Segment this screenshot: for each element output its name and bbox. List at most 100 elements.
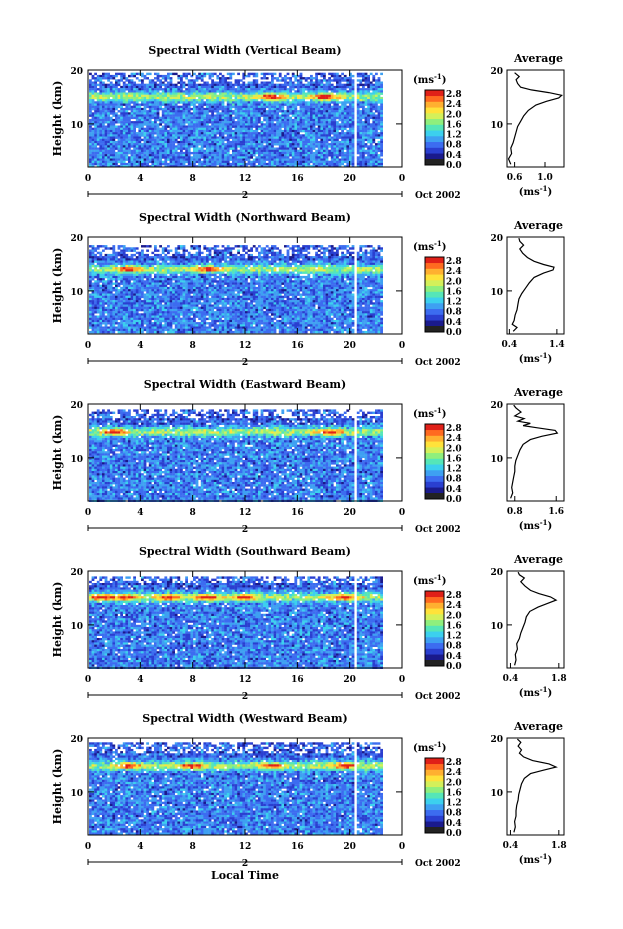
heatmap-cell xyxy=(141,116,144,120)
heatmap-cell xyxy=(185,160,188,164)
heatmap-cell xyxy=(237,114,240,117)
heatmap-cell xyxy=(325,156,329,159)
heatmap-cell xyxy=(102,154,105,157)
heatmap-cell xyxy=(172,162,175,166)
heatmap-cell xyxy=(377,140,381,144)
heatmap-cell xyxy=(206,72,209,76)
heatmap-cell xyxy=(104,282,108,285)
heatmap-cell xyxy=(351,156,355,159)
heatmap-cell xyxy=(112,326,116,329)
heatmap-cell xyxy=(265,92,269,95)
heatmap-cell xyxy=(349,72,352,76)
heatmap-cell xyxy=(99,81,103,84)
heatmap-cell xyxy=(247,147,251,150)
heatmap-cell xyxy=(242,160,246,164)
heatmap-cell xyxy=(273,138,277,142)
heatmap-cell xyxy=(128,88,131,91)
heatmap-cell xyxy=(122,127,126,131)
heatmap-cell xyxy=(356,147,360,150)
heatmap-cell xyxy=(135,140,139,144)
heatmap-cell xyxy=(167,99,170,102)
heatmap-cell xyxy=(104,295,108,299)
heatmap-cell xyxy=(320,127,324,131)
heatmap-cell xyxy=(167,134,170,137)
heatmap-cell xyxy=(125,114,129,117)
heatmap-cell xyxy=(338,74,342,78)
heatmap-cell xyxy=(304,158,308,161)
heatmap-cell xyxy=(349,92,352,95)
heatmap-cell xyxy=(260,154,264,157)
heatmap-cell xyxy=(115,280,118,283)
heatmap-cell xyxy=(122,295,126,299)
heatmap-cell xyxy=(346,134,350,137)
heatmap-cell xyxy=(125,149,129,153)
heatmap-cell xyxy=(169,143,173,146)
heatmap-cell xyxy=(200,134,204,137)
heatmap-cell xyxy=(159,118,162,122)
heatmap-cell xyxy=(372,151,376,155)
heatmap-cell xyxy=(187,110,191,113)
heatmap-cell xyxy=(312,165,316,168)
heatmap-cell xyxy=(187,90,191,93)
heatmap-cell xyxy=(193,79,196,82)
heatmap-cell xyxy=(268,112,272,115)
heatmap-cell xyxy=(169,99,173,102)
heatmap-cell xyxy=(156,83,160,87)
heatmap-cell xyxy=(281,110,285,113)
heatmap-cell xyxy=(237,99,240,102)
heatmap-cell xyxy=(359,116,363,120)
heatmap-cell xyxy=(89,105,92,109)
heatmap-cell xyxy=(349,83,352,87)
heatmap-cell xyxy=(107,260,110,263)
heatmap-cell xyxy=(260,90,264,93)
average-x-label: (ms-1) xyxy=(519,184,552,198)
heatmap-cell xyxy=(164,85,168,89)
heatmap-cell xyxy=(146,85,149,89)
heatmap-cell xyxy=(216,101,220,104)
heatmap-cell xyxy=(89,311,92,314)
heatmap-cell xyxy=(362,127,365,131)
heatmap-cell xyxy=(346,151,350,155)
heatmap-cell xyxy=(174,156,178,159)
heatmap-cell xyxy=(107,94,110,98)
heatmap-cell xyxy=(299,112,303,115)
heatmap-cell xyxy=(320,158,324,161)
heatmap-cell xyxy=(286,136,290,139)
heatmap-cell xyxy=(213,129,217,133)
colorbar: (ms-1)2.82.42.01.61.20.80.40.0 xyxy=(413,72,462,171)
heatmap-cell xyxy=(195,92,199,95)
heatmap-cell xyxy=(336,127,339,131)
heatmap-cell xyxy=(252,125,256,128)
heatmap-cell xyxy=(125,136,129,139)
heatmap-cell xyxy=(203,112,207,115)
heatmap-cell xyxy=(112,328,116,332)
heatmap-cell xyxy=(367,105,370,109)
heatmap-cell xyxy=(375,96,378,100)
heatmap-cell xyxy=(252,114,256,117)
heatmap-cell xyxy=(219,94,222,98)
heatmap-cell xyxy=(304,165,308,168)
heatmap-cell xyxy=(102,94,105,98)
heatmap-cell xyxy=(255,132,259,135)
heatmap-cell xyxy=(302,85,305,89)
heatmap-cell xyxy=(341,77,344,80)
heatmap-cell xyxy=(133,105,136,109)
heatmap-cell xyxy=(315,94,318,98)
heatmap-cell xyxy=(250,132,253,135)
heatmap-cell xyxy=(206,118,209,122)
heatmap-cell xyxy=(364,83,368,87)
heatmap-cell xyxy=(328,121,331,124)
heatmap-cell xyxy=(333,90,337,93)
heatmap-cell xyxy=(299,140,303,144)
heatmap-cell xyxy=(315,103,318,106)
heatmap-cell xyxy=(120,278,123,281)
heatmap-cell xyxy=(180,156,183,159)
heatmap-cell xyxy=(317,105,321,109)
heatmap-cell xyxy=(198,160,201,164)
heatmap-cell xyxy=(159,96,162,100)
y-tick-label: 10 xyxy=(70,121,83,131)
heatmap-cell xyxy=(232,165,235,168)
heatmap-cell xyxy=(372,125,376,128)
heatmap-cell xyxy=(369,158,373,161)
heatmap-cell xyxy=(99,118,103,122)
